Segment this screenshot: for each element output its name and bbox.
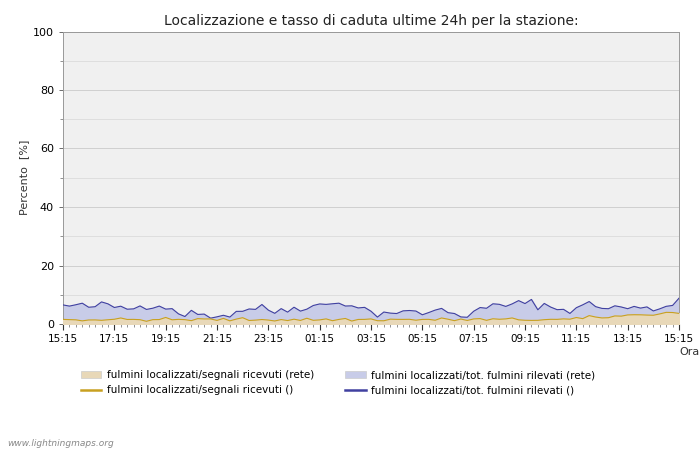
Legend: fulmini localizzati/segnali ricevuti (rete), fulmini localizzati/segnali ricevut: fulmini localizzati/segnali ricevuti (re… <box>80 370 595 396</box>
Title: Localizzazione e tasso di caduta ultime 24h per la stazione:: Localizzazione e tasso di caduta ultime … <box>164 14 578 27</box>
Text: www.lightningmaps.org: www.lightningmaps.org <box>7 439 113 448</box>
Y-axis label: Percento  [%]: Percento [%] <box>19 140 29 216</box>
Text: Orario: Orario <box>679 347 700 357</box>
